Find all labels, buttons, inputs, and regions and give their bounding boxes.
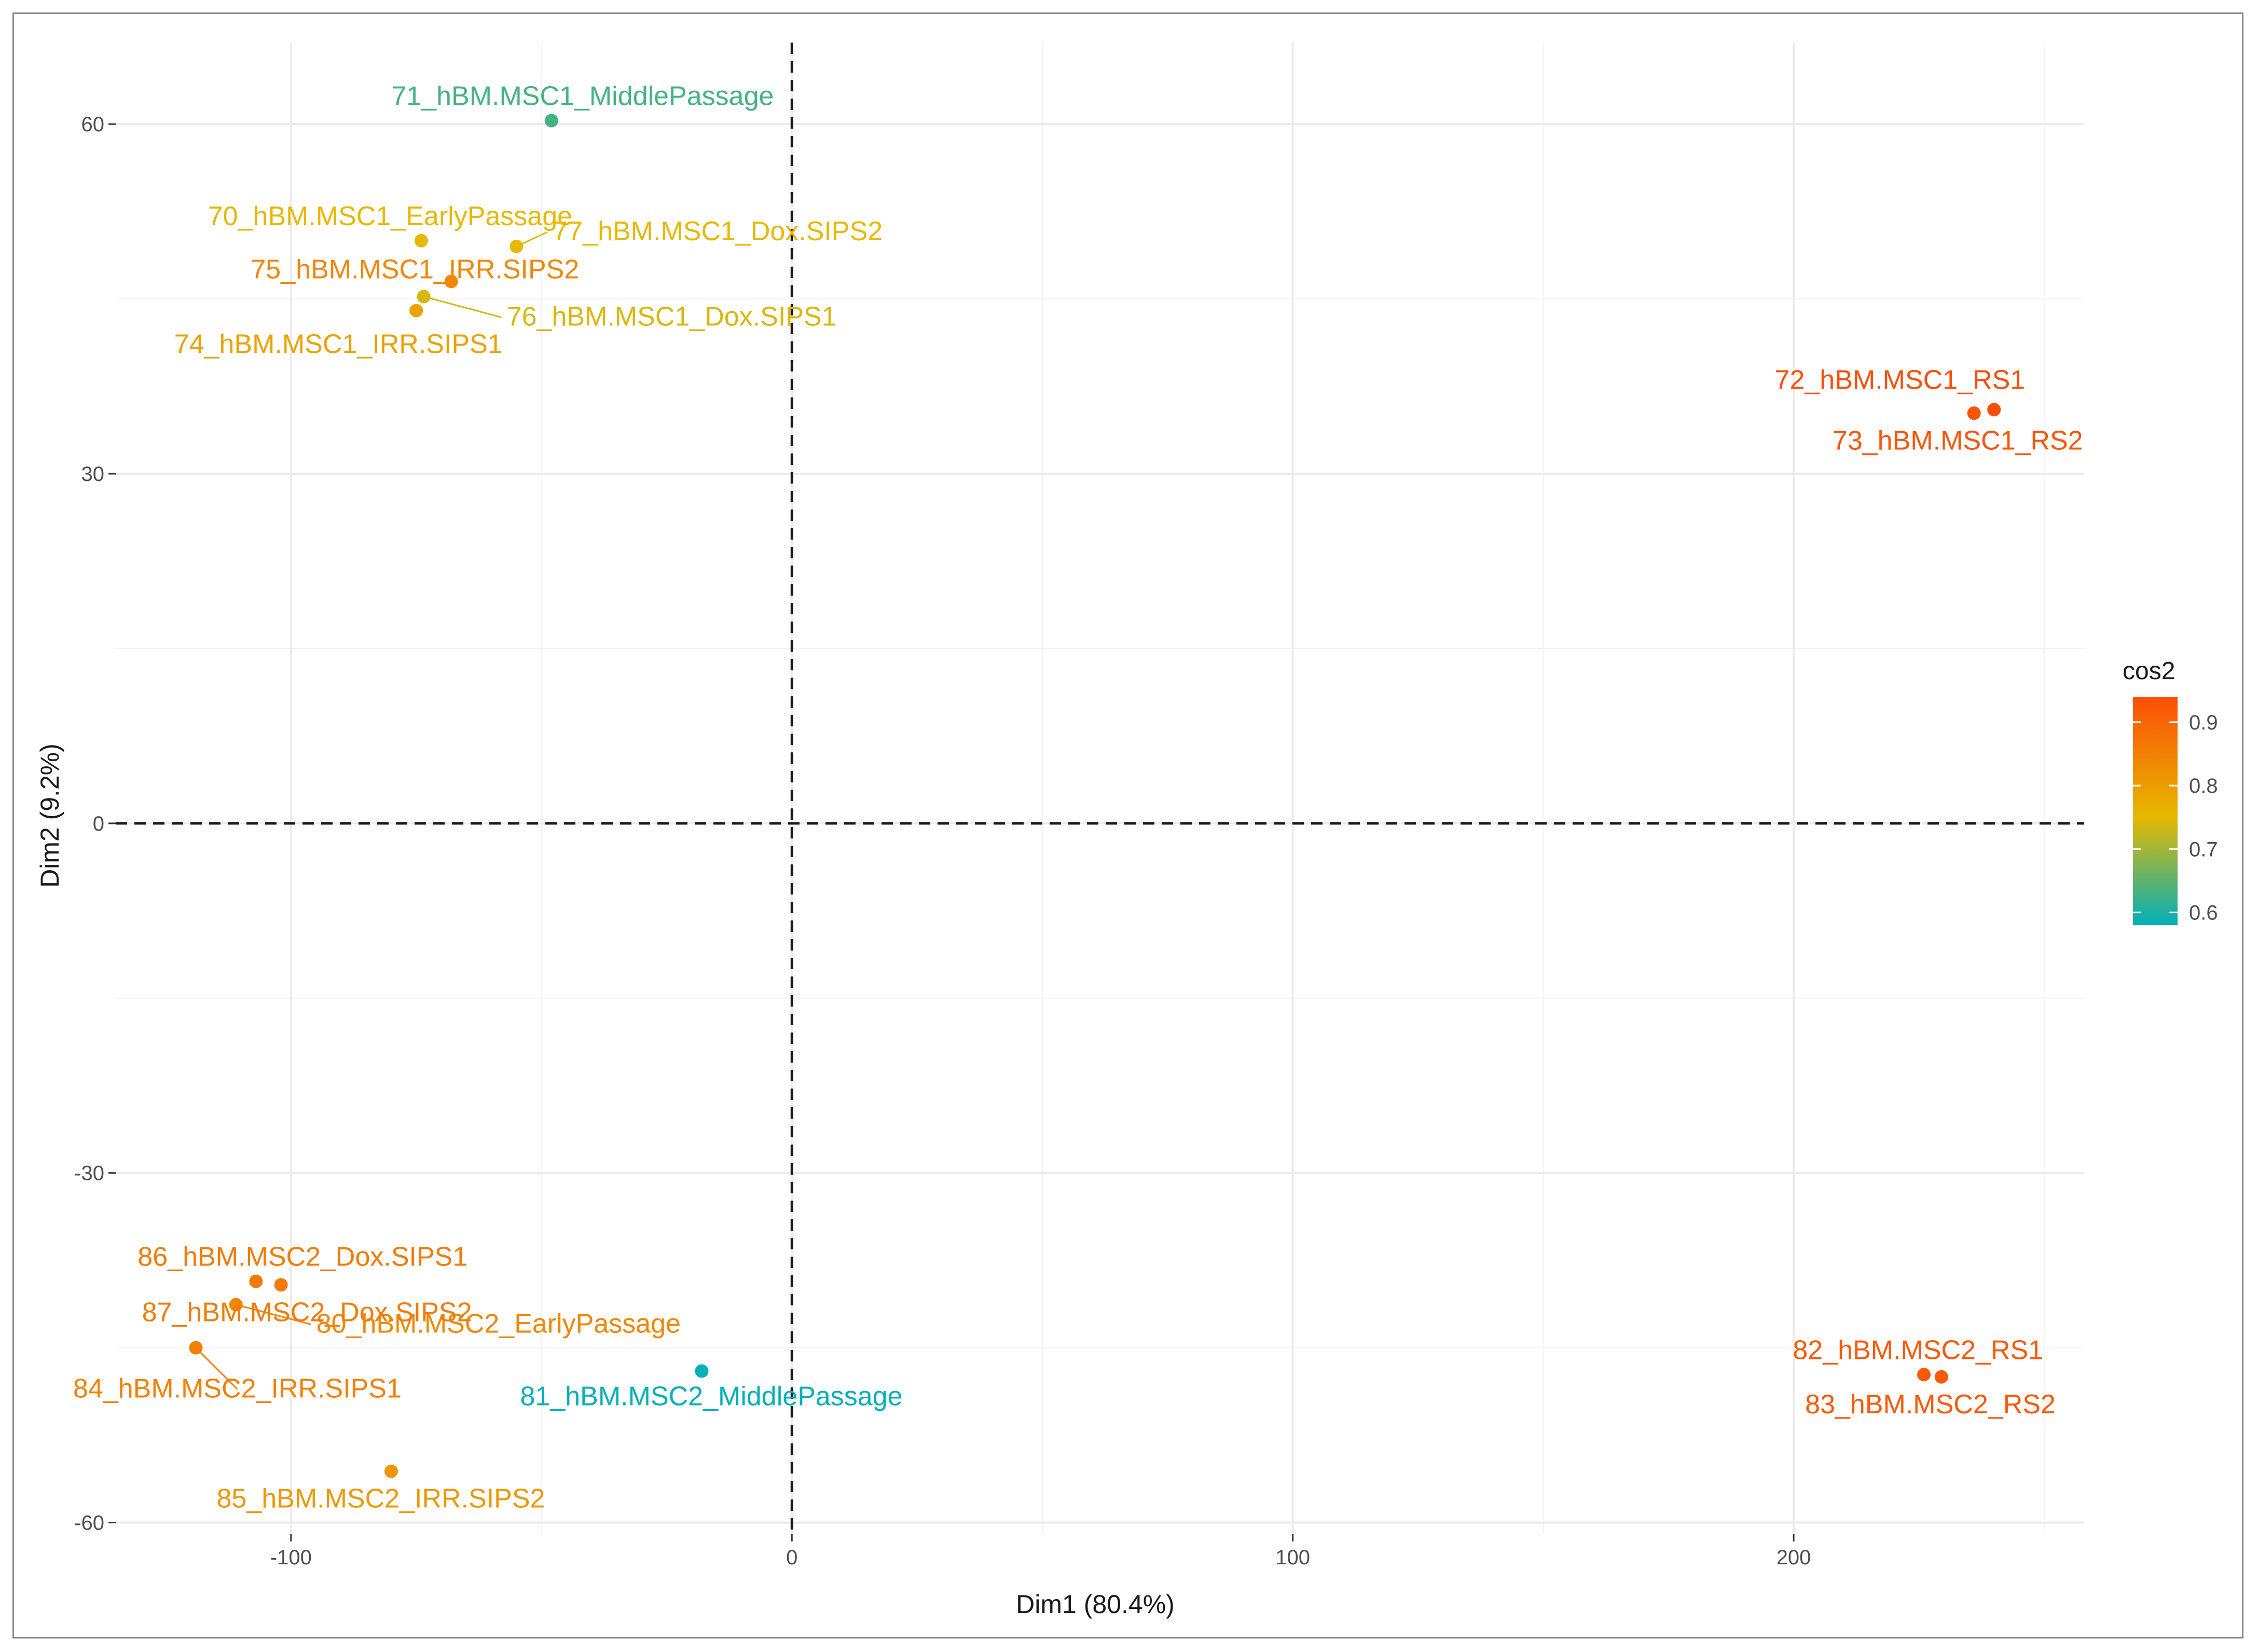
point-label: 73_hBM.MSC1_RS2 (1833, 425, 2083, 456)
data-point (1987, 403, 2001, 417)
point-label: 81_hBM.MSC2_MiddlePassage (520, 1382, 903, 1412)
data-point (229, 1298, 243, 1312)
data-point (444, 274, 458, 288)
point-label: 75_hBM.MSC1_IRR.SIPS2 (251, 254, 579, 284)
reference-lines (116, 43, 2084, 1534)
point-label: 71_hBM.MSC1_MiddlePassage (391, 81, 774, 111)
color-legend: cos2 0.6 0.7 0.8 0.9 (2123, 657, 2218, 925)
legend-ticks: 0.6 0.7 0.8 0.9 (2133, 711, 2218, 925)
data-point (414, 233, 428, 247)
data-point (510, 240, 524, 254)
data-point (274, 1278, 288, 1292)
grid-minor (116, 43, 2084, 1534)
data-points (189, 114, 2001, 1478)
legend-tick-label: 0.8 (2189, 775, 2218, 797)
data-point (1967, 406, 1981, 420)
point-label: 76_hBM.MSC1_Dox.SIPS1 (507, 302, 837, 332)
x-tick-label: 100 (1275, 1546, 1310, 1569)
x-tick-label: 200 (1777, 1546, 1811, 1569)
point-label: 82_hBM.MSC2_RS1 (1793, 1335, 2043, 1365)
label-connectors (195, 231, 548, 1390)
data-point (417, 290, 431, 304)
x-axis-title: Dim1 (80.4%) (1016, 1590, 1175, 1619)
point-label: 77_hBM.MSC1_Dox.SIPS2 (553, 216, 883, 246)
y-tick-label: -30 (74, 1162, 104, 1185)
label-connector (423, 296, 502, 319)
y-tick-label: -60 (74, 1512, 104, 1535)
legend-title: cos2 (2123, 657, 2175, 685)
data-point (1934, 1370, 1948, 1384)
point-label: 70_hBM.MSC1_EarlyPassage (208, 201, 572, 231)
y-tick-label: 30 (81, 463, 105, 486)
data-point (1917, 1368, 1931, 1382)
y-tick-label: 60 (81, 113, 105, 136)
point-label: 74_hBM.MSC1_IRR.SIPS1 (174, 329, 503, 360)
point-label: 87_hBM.MSC2_Dox.SIPS2 (142, 1297, 472, 1327)
x-tick-label: -100 (270, 1546, 312, 1569)
y-axis-title: Dim2 (9.2%) (35, 744, 64, 888)
legend-colorbar (2133, 697, 2178, 925)
legend-tick-label: 0.9 (2189, 711, 2218, 734)
point-label: 80_hBM.MSC2_EarlyPassage (316, 1309, 681, 1339)
point-label: 83_hBM.MSC2_RS2 (1805, 1389, 2056, 1420)
y-axis-ticks: -60 -30 0 30 60 (74, 113, 116, 1535)
data-point (189, 1341, 203, 1355)
y-tick-label: 0 (93, 813, 104, 835)
point-labels: 70_hBM.MSC1_EarlyPassage 71_hBM.MSC1_Midd… (73, 81, 2083, 1513)
data-point (384, 1464, 398, 1478)
x-tick-label: 0 (786, 1546, 797, 1569)
data-point (695, 1364, 709, 1378)
x-axis-ticks: -100 0 100 200 (270, 1534, 1811, 1569)
label-connector (195, 1347, 238, 1390)
data-point (249, 1274, 263, 1288)
pca-scatter-plot: 70_hBM.MSC1_EarlyPassage 71_hBM.MSC1_Midd… (35, 43, 2218, 1619)
legend-tick-label: 0.6 (2189, 902, 2218, 925)
data-point (544, 114, 558, 128)
point-label: 72_hBM.MSC1_RS1 (1775, 365, 2026, 395)
legend-tick-label: 0.7 (2189, 838, 2218, 861)
point-label: 86_hBM.MSC2_Dox.SIPS1 (137, 1242, 467, 1272)
figure-frame: 70_hBM.MSC1_EarlyPassage 71_hBM.MSC1_Midd… (12, 12, 2243, 1639)
grid-major (116, 43, 2084, 1534)
data-point (409, 304, 423, 318)
point-label: 85_hBM.MSC2_IRR.SIPS2 (216, 1484, 545, 1514)
label-connector (236, 1304, 312, 1325)
point-label: 84_hBM.MSC2_IRR.SIPS1 (73, 1374, 402, 1404)
